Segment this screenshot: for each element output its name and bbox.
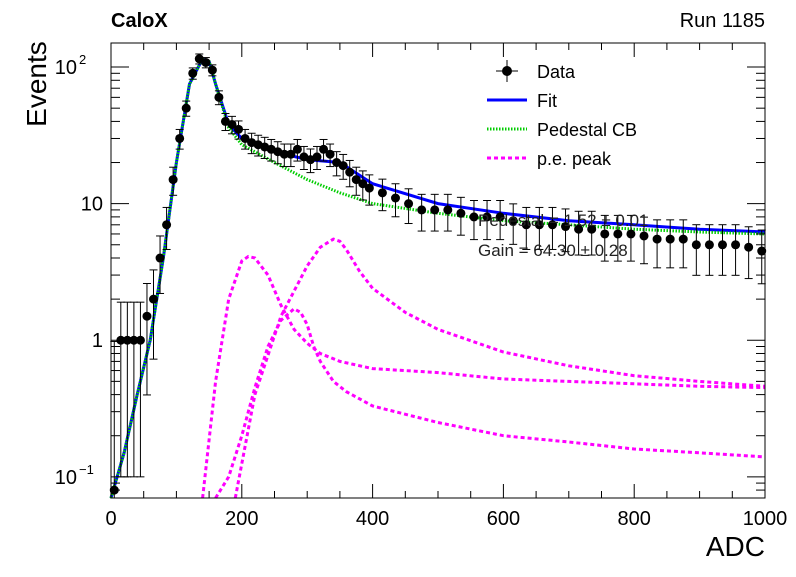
y-axis-title: Events bbox=[21, 41, 52, 127]
data-point bbox=[155, 253, 165, 263]
data-point bbox=[691, 240, 701, 250]
data-point bbox=[417, 205, 427, 215]
data-point bbox=[587, 224, 597, 234]
data-point bbox=[652, 234, 662, 244]
legend-entry-pedestal: Pedestal CB bbox=[487, 120, 637, 140]
data-point bbox=[495, 212, 505, 222]
y-tick-exponent: −1 bbox=[79, 462, 94, 477]
data-point bbox=[521, 220, 531, 230]
x-tick-label: 200 bbox=[225, 508, 258, 530]
x-tick-label: 400 bbox=[356, 508, 389, 530]
annotations: Pedestal = 1.52 ± 0.01 Gain = 64.30 ± 0.… bbox=[478, 211, 648, 260]
data-point bbox=[227, 119, 237, 129]
data-point bbox=[639, 231, 649, 241]
y-tick-label: 10 bbox=[81, 194, 103, 216]
data-point bbox=[390, 193, 400, 203]
data-point bbox=[547, 220, 557, 230]
data-point bbox=[731, 240, 741, 250]
data-point bbox=[345, 167, 355, 177]
data-point bbox=[312, 152, 322, 162]
x-axis-title: ADC bbox=[706, 531, 765, 562]
data-point bbox=[188, 68, 198, 78]
data-point bbox=[377, 188, 387, 198]
data-point bbox=[135, 335, 145, 345]
data-point bbox=[508, 216, 518, 226]
data-point bbox=[717, 240, 727, 250]
data-point bbox=[704, 240, 714, 250]
data-point bbox=[678, 234, 688, 244]
data-point bbox=[443, 205, 453, 215]
data-point bbox=[234, 124, 244, 134]
data-point bbox=[613, 229, 623, 239]
data-point bbox=[600, 229, 610, 239]
data-point bbox=[665, 234, 675, 244]
legend-label-fit: Fit bbox=[537, 91, 557, 111]
data-point bbox=[142, 311, 152, 321]
y-tick-exponent: 2 bbox=[79, 52, 86, 67]
x-tick-label: 1000 bbox=[743, 508, 788, 530]
data-point bbox=[175, 133, 185, 143]
data-point bbox=[286, 149, 296, 159]
x-tick-label: 800 bbox=[618, 508, 651, 530]
data-point bbox=[240, 133, 250, 143]
data-point bbox=[292, 144, 302, 154]
data-point bbox=[404, 199, 414, 209]
y-tick-label: 1 bbox=[92, 330, 103, 352]
data-point bbox=[358, 179, 368, 189]
legend-entry-data: Data bbox=[496, 60, 576, 82]
experiment-label: CaloX bbox=[111, 10, 168, 32]
legend-label-data: Data bbox=[537, 62, 576, 82]
data-point bbox=[626, 229, 636, 239]
data-point bbox=[201, 57, 211, 67]
y-tick-label: 10 bbox=[55, 57, 77, 79]
legend: Data Fit Pedestal CB p.e. peak bbox=[487, 60, 637, 169]
data-point bbox=[469, 212, 479, 222]
data-point bbox=[181, 103, 191, 113]
data-point bbox=[744, 242, 754, 252]
data-point bbox=[534, 220, 544, 230]
data-point bbox=[456, 208, 466, 218]
gain-annotation: Gain = 64.30 ± 0.28 bbox=[478, 241, 628, 260]
data-point bbox=[214, 92, 224, 102]
data-point bbox=[757, 246, 767, 256]
data-point bbox=[149, 294, 159, 304]
data-point bbox=[482, 212, 492, 222]
data-point bbox=[168, 175, 178, 185]
data-point bbox=[194, 54, 204, 64]
pedestal-annotation: Pedestal = 1.52 ± 0.01 bbox=[478, 211, 648, 230]
run-label: Run 1185 bbox=[680, 10, 765, 32]
pe-peak-curve-1 bbox=[201, 254, 766, 499]
data-point bbox=[430, 205, 440, 215]
data-point bbox=[364, 183, 374, 193]
data-point bbox=[279, 149, 289, 159]
legend-entry-pe-peak: p.e. peak bbox=[487, 149, 612, 169]
legend-label-pe-peak: p.e. peak bbox=[537, 149, 612, 169]
legend-entry-fit: Fit bbox=[487, 91, 557, 111]
data-point bbox=[319, 144, 329, 154]
pe-peak-curve-3 bbox=[233, 237, 766, 499]
data-points bbox=[109, 53, 767, 499]
x-tick-label: 0 bbox=[105, 508, 116, 530]
data-point bbox=[325, 149, 335, 159]
data-point bbox=[207, 65, 217, 75]
y-tick-label: 10 bbox=[55, 467, 77, 489]
pe-peak-curve-2 bbox=[214, 306, 766, 499]
data-point bbox=[574, 224, 584, 234]
legend-label-pedestal: Pedestal CB bbox=[537, 120, 637, 140]
legend-data-marker bbox=[502, 66, 512, 76]
data-point bbox=[561, 222, 571, 232]
data-point bbox=[129, 335, 139, 345]
data-point bbox=[162, 220, 172, 230]
x-tick-label: 600 bbox=[487, 508, 520, 530]
data-point bbox=[338, 161, 348, 171]
data-point bbox=[351, 175, 361, 185]
